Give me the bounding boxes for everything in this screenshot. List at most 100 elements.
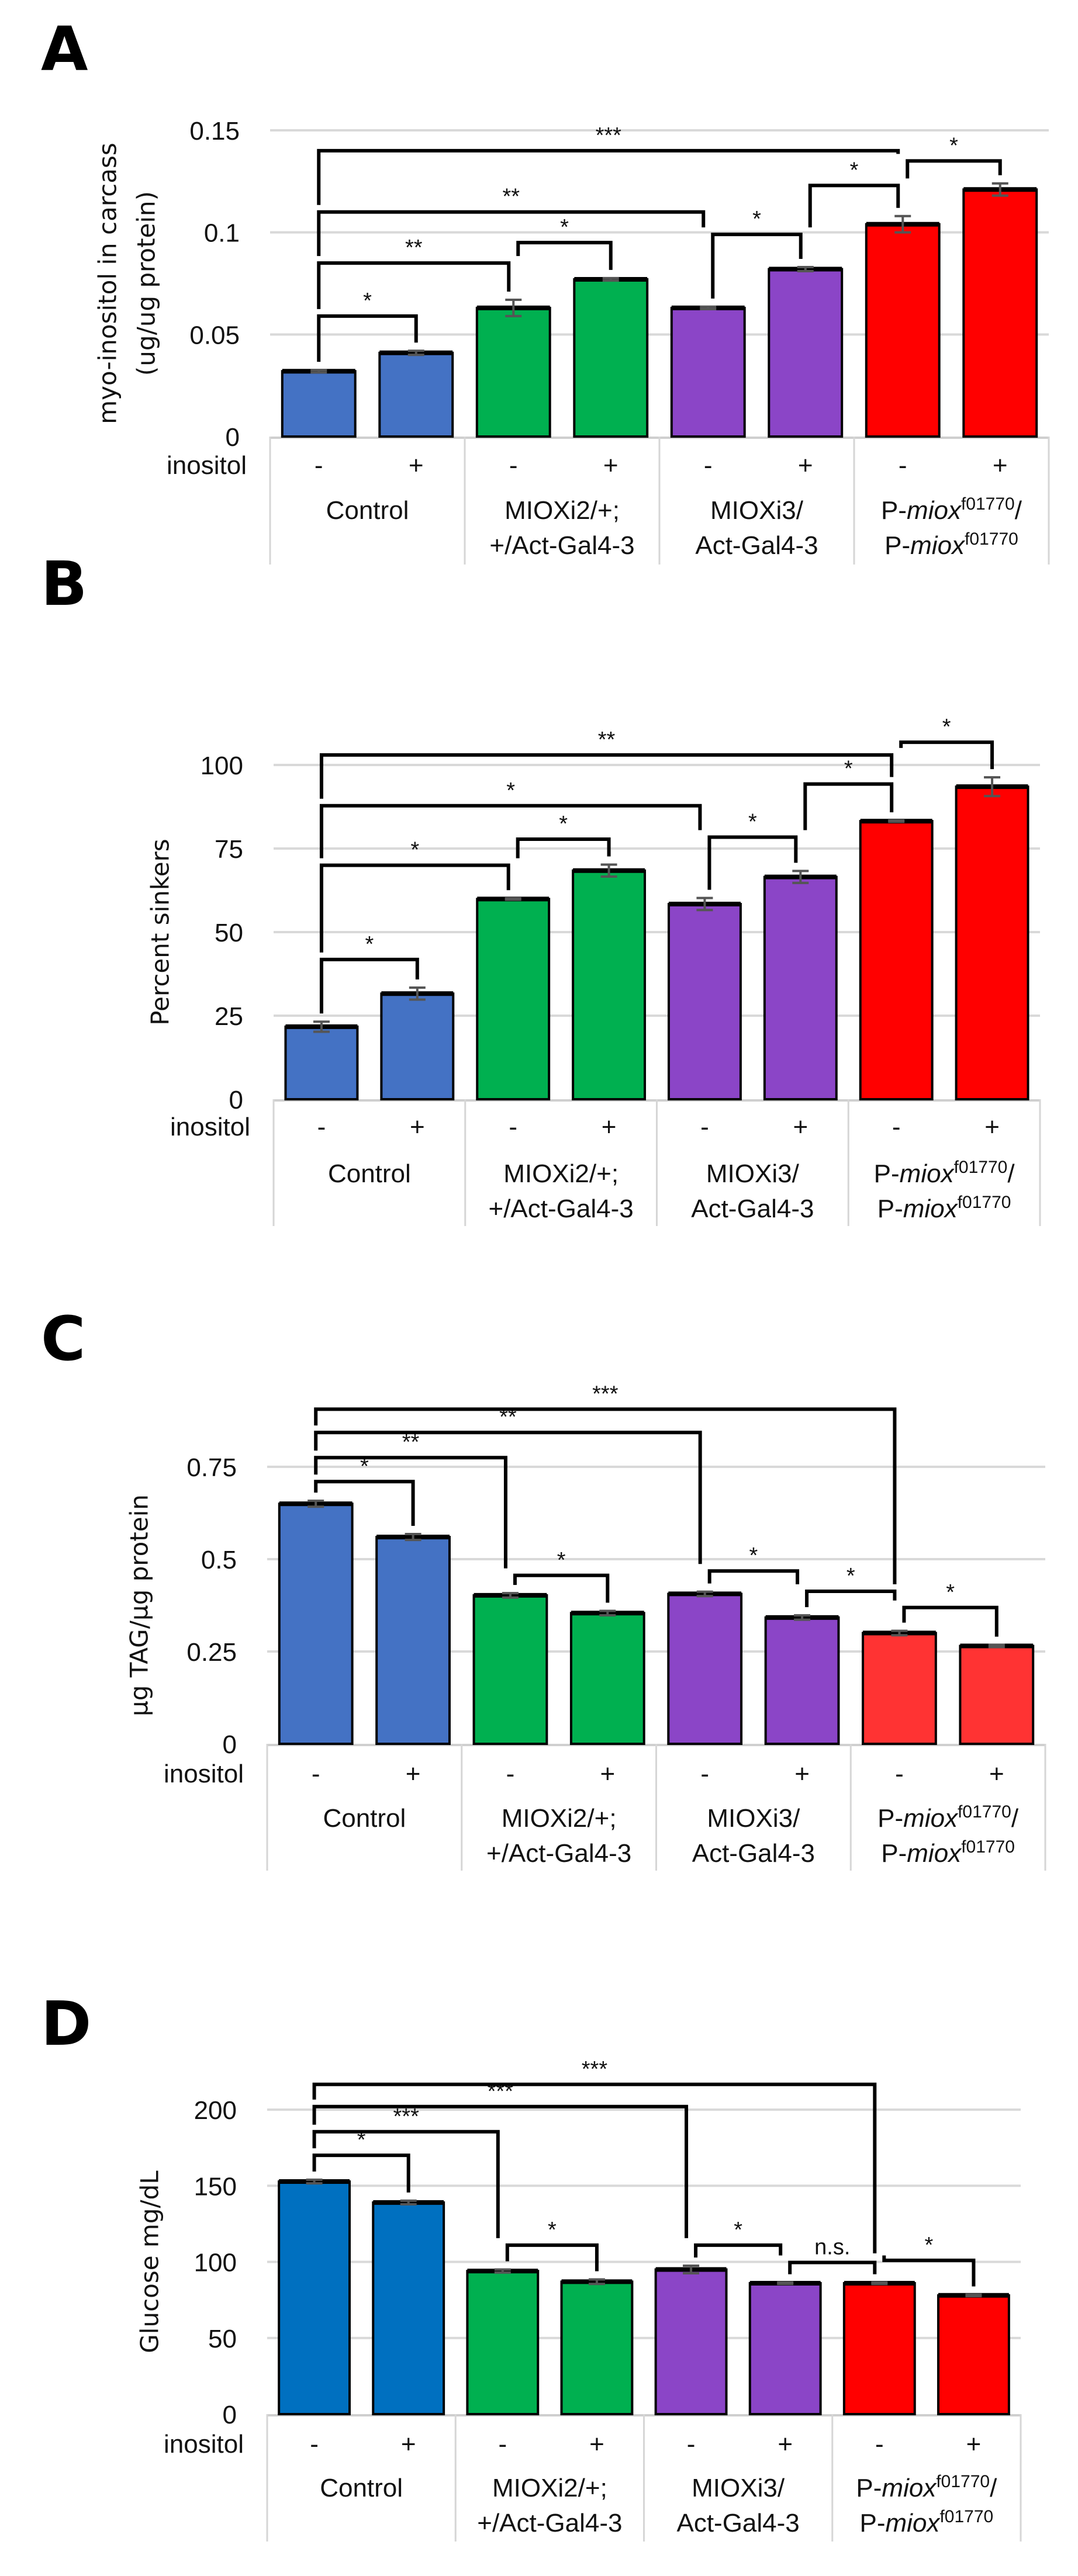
bracket-line: [803, 782, 894, 830]
significance-label: *: [365, 932, 374, 957]
bracket-line: [317, 314, 418, 362]
significance-bracket: **: [319, 728, 894, 799]
bracket-line: [899, 740, 994, 770]
superscript: f01770: [958, 1802, 1011, 1822]
label-segment: +/Act-Gal4-3: [477, 2509, 622, 2537]
bar: [475, 306, 551, 438]
error-bar: [588, 2278, 605, 2286]
label-segment: Control: [323, 1804, 406, 1833]
bar: [476, 898, 551, 1100]
significance-bracket: *: [319, 778, 702, 858]
group-label: MIOXi2/+;: [503, 1159, 619, 1188]
significance-label: *: [560, 215, 569, 240]
error-bar: [696, 896, 713, 912]
error-bar: [307, 1500, 324, 1508]
bracket-line: [516, 837, 611, 858]
treatment-tick-label: -: [700, 1113, 709, 1141]
bar: [380, 992, 455, 1101]
error-bar: [888, 819, 905, 823]
error-bar: [405, 1533, 421, 1542]
bar: [281, 370, 357, 438]
bar: [937, 2294, 1010, 2416]
error-bar: [797, 266, 814, 273]
group-label: +/Act-Gal4-3: [489, 531, 634, 560]
label-segment: P-: [874, 1159, 900, 1188]
label-segment: P-: [856, 2474, 882, 2502]
superscript: f01770: [954, 1158, 1008, 1177]
treatment-tick-label: +: [966, 2430, 982, 2459]
bracket-line: [882, 2255, 976, 2287]
significance-bracket: *: [516, 215, 613, 270]
error-bar: [871, 2281, 888, 2286]
label-segment: P-: [881, 1839, 907, 1868]
significance-label: *: [752, 207, 761, 231]
error-bar: [502, 1592, 519, 1599]
bracket-line: [319, 804, 702, 858]
significance-label: *: [846, 1564, 855, 1588]
label-segment: MIOXi3/: [710, 496, 804, 525]
significance-bracket: *: [707, 810, 798, 890]
treatment-tick-label: -: [506, 1760, 515, 1788]
significance-bracket: n.s.: [788, 2235, 877, 2274]
bar: [572, 869, 647, 1100]
label-segment: MIOXi2/+;: [503, 1159, 619, 1188]
group-label: Control: [326, 496, 409, 525]
significance-bracket: *: [902, 1580, 998, 1637]
label-segment: /: [1011, 1804, 1019, 1833]
label-segment: /: [1015, 496, 1022, 525]
bar: [378, 351, 454, 438]
label-segment: Act-Gal4-3: [695, 531, 818, 560]
group-label: Control: [320, 2474, 403, 2502]
y-tick-label: 75: [215, 835, 243, 864]
y-tick-label: 0.1: [204, 219, 240, 248]
label-segment: P-: [860, 2509, 886, 2537]
superscript: f01770: [939, 2507, 993, 2526]
treatment-tick-label: -: [315, 451, 323, 480]
group-label: +/Act-Gal4-3: [486, 1839, 631, 1868]
bracket-line: [805, 1589, 897, 1608]
label-segment: MIOXi2/+;: [505, 496, 620, 525]
error-bar: [313, 1020, 330, 1033]
error-bar: [310, 369, 327, 374]
group-label: Control: [328, 1159, 411, 1188]
error-bar: [700, 305, 717, 311]
treatment-tick-label: +: [798, 451, 813, 480]
superscript: f01770: [958, 1193, 1011, 1212]
significance-bracket: *: [899, 715, 994, 770]
bar: [472, 1594, 548, 1746]
bar: [768, 268, 844, 438]
y-axis-title: µg TAG/µg protein: [125, 1494, 154, 1716]
y-axis-title: Glucose mg/dL: [136, 2170, 164, 2353]
treatment-tick-label: -: [704, 451, 713, 480]
error-bar: [400, 2199, 417, 2206]
bracket-line: [711, 233, 803, 299]
y-tick-label: 0: [226, 423, 240, 452]
panel-c: C 0 0.25 0.5 0.75 µg TAG/µg protein inositol - +…: [41, 1303, 1046, 1871]
group-label: MIOXi2/+;: [492, 2474, 607, 2502]
label-segment: miox: [910, 531, 966, 560]
bar: [569, 1612, 645, 1745]
y-tick-label: 100: [201, 752, 243, 780]
group-label: +/Act-Gal4-3: [477, 2509, 622, 2537]
label-segment: Control: [320, 2474, 403, 2502]
bar: [763, 875, 838, 1100]
treatment-tick-label: +: [600, 1760, 615, 1788]
y-tick-label: 150: [194, 2172, 237, 2201]
label-segment: Act-Gal4-3: [691, 1194, 814, 1223]
error-bar: [988, 1643, 1005, 1649]
label-segment: Control: [326, 496, 409, 525]
group-label: P-mioxf01770/: [856, 2472, 997, 2503]
significance-bracket: *: [319, 838, 510, 953]
bracket-line: [314, 1431, 702, 1564]
bracket-line: [788, 2260, 877, 2274]
significance-bracket: *: [312, 2128, 410, 2193]
treatment-label: inositol: [167, 451, 247, 480]
significance-bracket: *: [505, 2218, 599, 2272]
panel-label: A: [41, 13, 88, 85]
y-tick-label: 0.5: [201, 1546, 237, 1574]
group-label: P-mioxf01770: [860, 2507, 994, 2538]
y-tick-label: 0: [223, 1730, 237, 1759]
bar: [748, 2281, 822, 2415]
error-bar: [794, 1614, 811, 1621]
bracket-line: [516, 241, 613, 270]
